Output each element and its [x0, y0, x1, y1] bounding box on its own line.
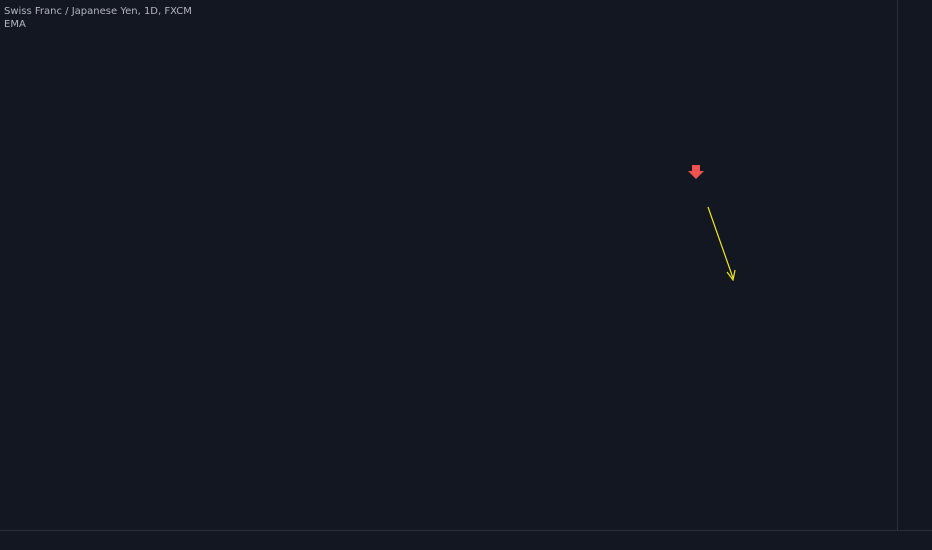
- projection-arrow: [707, 206, 734, 279]
- down-arrow-marker: [688, 165, 704, 179]
- indicator-legend: EMA: [4, 19, 26, 30]
- chart-title: Swiss Franc / Japanese Yen, 1D, FXCM: [4, 6, 192, 17]
- projection-arrow-head: [726, 269, 736, 282]
